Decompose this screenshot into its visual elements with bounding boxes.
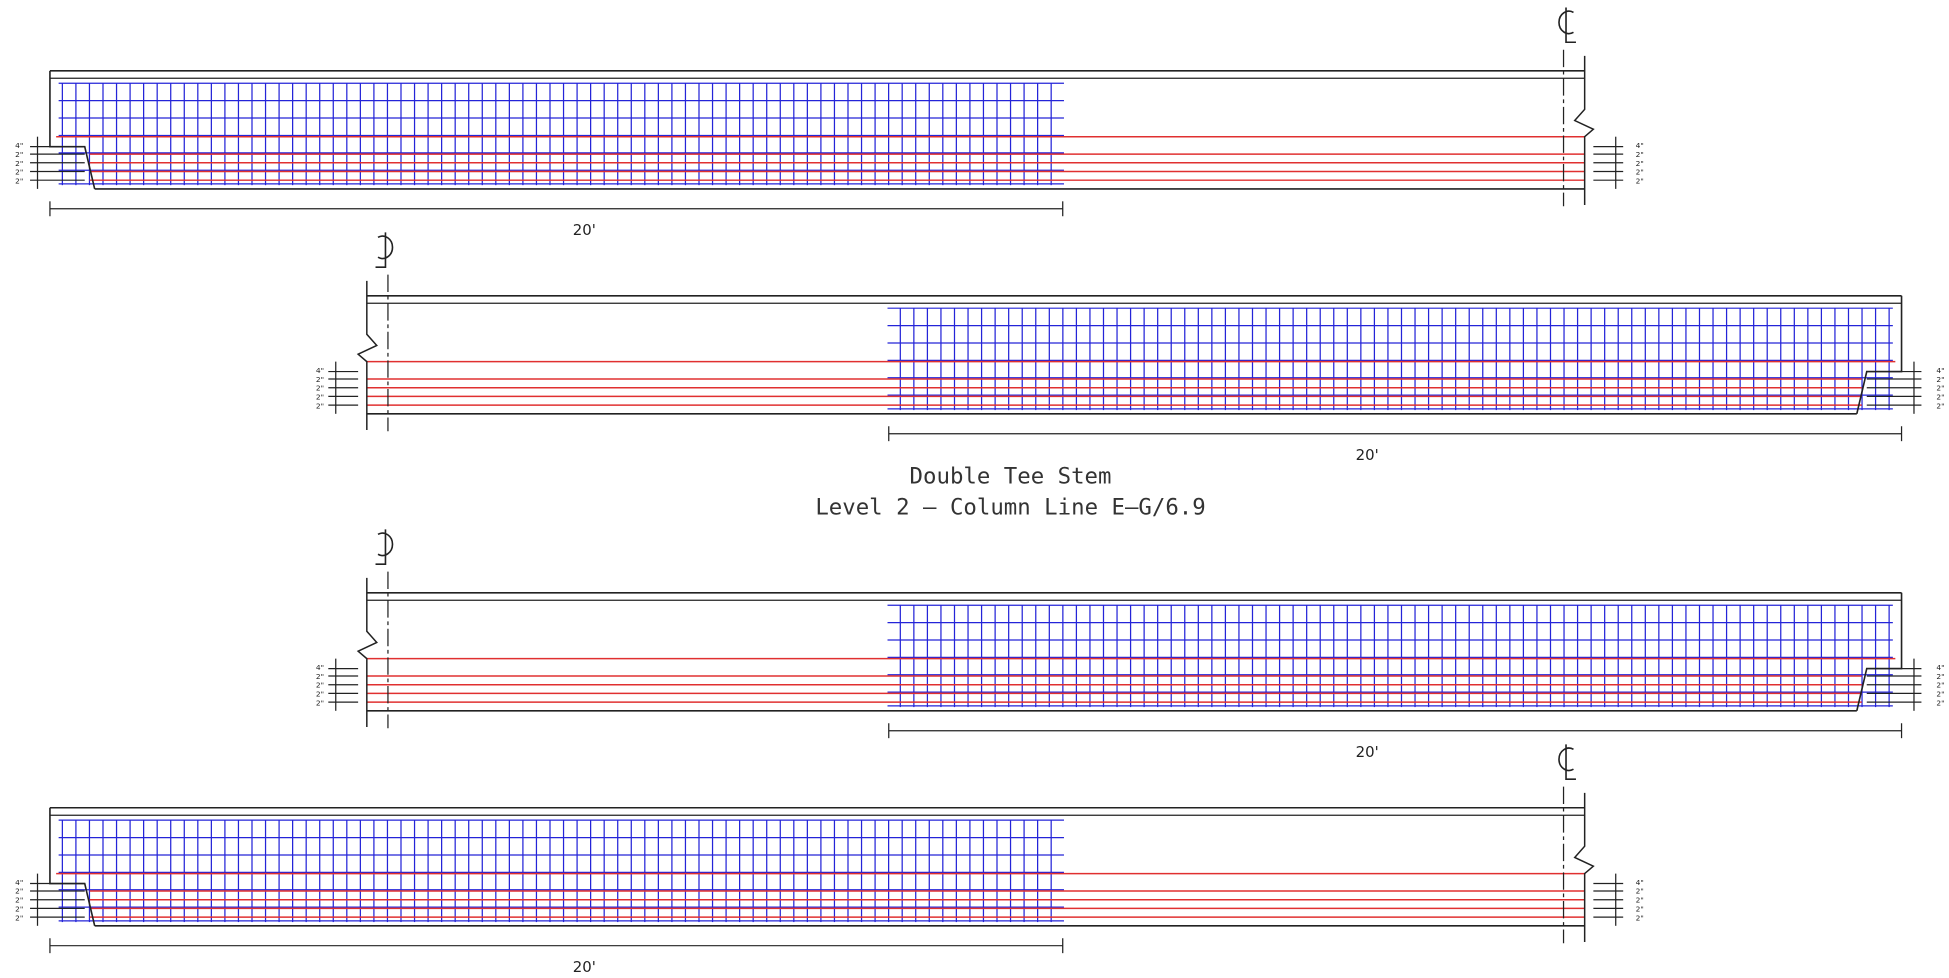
- strand-dim-label: 2": [316, 699, 324, 708]
- strand-dim-label: 2": [1936, 375, 1944, 384]
- dimension-label: 20': [573, 958, 596, 976]
- strand-dim-label: 2": [1936, 672, 1944, 681]
- strand-dim-label: 2": [15, 914, 23, 923]
- strand-dim-label: 2": [1936, 681, 1944, 690]
- dimension-label: 20': [1356, 446, 1379, 464]
- strand-dim-label: 4": [1636, 141, 1644, 150]
- cl-symbol: [376, 529, 393, 564]
- strand-dim-label: 2": [316, 681, 324, 690]
- strand-dim-label: 2": [316, 384, 324, 393]
- strand-dim-label: 2": [1936, 393, 1944, 402]
- drawing-subtitle: Level 2 – Column Line E–G/6.9: [815, 494, 1205, 520]
- strand-dim-label: 4": [15, 141, 23, 150]
- strand-dim-label: 2": [1936, 690, 1944, 699]
- strand-dim-label: 4": [1636, 878, 1644, 887]
- strand-dim-label: 2": [15, 159, 23, 168]
- strand-dim-label: 2": [1636, 887, 1644, 896]
- strand-dim-label: 4": [15, 878, 23, 887]
- strand-dim-label: 4": [1936, 663, 1944, 672]
- strand-dim-label: 2": [1636, 150, 1644, 159]
- strand-dim-label: 4": [316, 366, 324, 375]
- cl-symbol: [376, 232, 393, 267]
- strand-dim-label: 2": [1636, 168, 1644, 177]
- strand-dim-label: 2": [15, 905, 23, 914]
- strand-dim-label: 2": [1636, 177, 1644, 186]
- cl-symbol: [1559, 7, 1576, 42]
- strand-dim-label: 4": [1936, 366, 1944, 375]
- strand-dim-label: 2": [316, 672, 324, 681]
- strand-dim-label: 2": [15, 887, 23, 896]
- strand-dim-label: 2": [15, 177, 23, 186]
- strand-dim-label: 2": [1636, 896, 1644, 905]
- strand-dim-label: 2": [1936, 384, 1944, 393]
- strand-dim-label: 2": [15, 896, 23, 905]
- dimension-label: 20': [573, 221, 596, 239]
- strand-dim-label: 2": [1636, 914, 1644, 923]
- dimension-label: 20': [1356, 743, 1379, 761]
- drawing: Double Tee Stem Level 2 – Column Line E–…: [0, 0, 1949, 978]
- strand-dim-label: 4": [316, 663, 324, 672]
- drawing-title: Double Tee Stem: [910, 463, 1112, 489]
- page: {"title": "Double Tee Stem", "subtitle":…: [0, 0, 1949, 978]
- strand-dim-label: 2": [1936, 402, 1944, 411]
- stem-panel: [328, 529, 1921, 738]
- strand-dim-label: 2": [1636, 159, 1644, 168]
- stem-panel: [328, 232, 1921, 441]
- strand-dim-label: 2": [316, 402, 324, 411]
- strand-dim-label: 2": [316, 393, 324, 402]
- strand-dim-label: 2": [316, 690, 324, 699]
- stem-panel: [30, 744, 1623, 953]
- cl-symbol: [1559, 744, 1576, 779]
- strand-dim-label: 2": [316, 375, 324, 384]
- strand-dim-label: 2": [15, 168, 23, 177]
- strand-dim-label: 2": [1936, 699, 1944, 708]
- stem-panel: [30, 7, 1623, 216]
- strand-dim-label: 2": [15, 150, 23, 159]
- strand-dim-label: 2": [1636, 905, 1644, 914]
